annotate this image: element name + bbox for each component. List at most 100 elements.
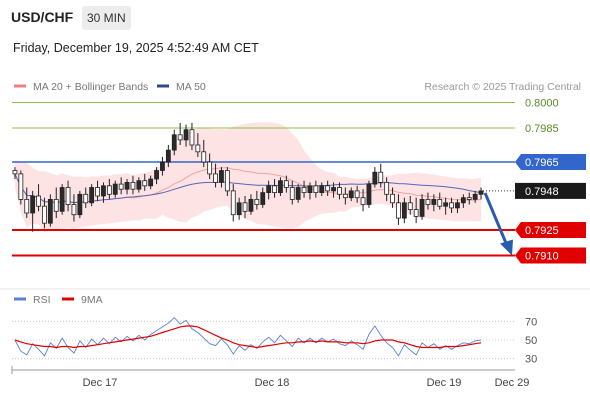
candle-body [396, 202, 401, 219]
candle-body [83, 193, 89, 204]
candle-body [478, 190, 484, 195]
legend-label: MA 20 + Bollinger Bands [33, 81, 148, 93]
bollinger-band [14, 122, 482, 233]
candle [42, 197, 47, 229]
x-tick-label: Dec 29 [495, 377, 530, 389]
candle [248, 194, 254, 215]
level-label: 0.7910 [525, 251, 559, 263]
candle [165, 145, 171, 168]
candle [401, 197, 407, 224]
candle-body [42, 205, 47, 224]
candle [12, 167, 18, 179]
candle [466, 192, 472, 205]
candle-body [248, 198, 254, 212]
candle [236, 197, 242, 220]
candle-body [160, 161, 165, 171]
candle-body [213, 173, 218, 183]
candle-body [283, 180, 289, 188]
candle-body [224, 170, 230, 192]
candle [71, 194, 77, 222]
candle [242, 196, 248, 219]
candle [183, 124, 189, 147]
candle-body [390, 193, 395, 204]
candle-body [189, 129, 195, 146]
candle [419, 194, 425, 220]
candle-body [407, 202, 413, 211]
candle [325, 180, 331, 196]
candle-body [313, 185, 319, 194]
candle-body [124, 181, 130, 190]
candle-body [360, 197, 366, 205]
candle-body [236, 202, 242, 216]
candle [360, 189, 366, 212]
candle [313, 180, 319, 198]
candle [384, 177, 390, 202]
candle [47, 194, 53, 227]
candle [36, 184, 41, 212]
candle-body [460, 197, 466, 204]
candle [207, 153, 213, 179]
candle [195, 133, 201, 157]
candle-body [47, 198, 53, 224]
candle [390, 187, 395, 208]
chart-datetime: Friday, December 19, 2025 4:52:49 AM CET [13, 41, 259, 55]
candle [230, 184, 236, 222]
candle-body [242, 202, 248, 212]
candle [295, 184, 301, 203]
candle [112, 180, 118, 198]
candle [95, 180, 100, 202]
candle-body [431, 198, 437, 205]
candle-body [319, 185, 325, 194]
x-tick-label: Dec 17 [83, 377, 118, 389]
candle-body [12, 170, 18, 175]
candle-body [219, 170, 224, 183]
candle-body [230, 190, 236, 216]
candle-body [65, 187, 71, 205]
x-tick-label: Dec 18 [255, 377, 290, 389]
candle [177, 122, 183, 145]
candle [118, 177, 124, 195]
candle [272, 179, 277, 198]
candle [30, 190, 36, 232]
candle-body [148, 178, 154, 187]
candle [413, 197, 419, 224]
candle-body [136, 180, 142, 190]
candle [260, 187, 266, 208]
timeframe-button[interactable]: 30 MIN [82, 6, 131, 30]
candle [366, 180, 372, 208]
candle-body [130, 181, 136, 190]
x-tick-label: Dec 19 [427, 377, 462, 389]
candle-body [425, 198, 431, 205]
candle-body [449, 202, 454, 209]
current-price-label: 0.7948 [525, 186, 559, 198]
candle-body [266, 185, 272, 194]
rsi-tick-label: 30 [525, 354, 537, 366]
candle-body [254, 198, 260, 205]
symbol-label: USD/CHF [11, 9, 74, 25]
level-box [515, 154, 586, 170]
rsi-legend-label: RSI [33, 294, 51, 306]
candle-body [106, 185, 112, 195]
candle-body [466, 197, 472, 200]
candle-body [372, 171, 378, 185]
candle-body [366, 183, 372, 205]
level-label: 0.7965 [525, 157, 559, 169]
candle-body [337, 187, 342, 195]
candle [59, 184, 65, 215]
candle [354, 185, 360, 203]
candle [171, 129, 177, 156]
candle-body [24, 198, 30, 214]
candle-body [95, 187, 100, 197]
candle [266, 180, 272, 200]
candle-body [437, 198, 443, 207]
candle [319, 182, 325, 196]
candle-body [419, 198, 425, 217]
candle-body [201, 151, 207, 163]
current-price-box [515, 182, 586, 199]
candle-body [272, 185, 277, 194]
candle-body [443, 202, 449, 207]
candle-body [18, 173, 24, 200]
candle [342, 187, 348, 205]
candle [89, 184, 95, 207]
